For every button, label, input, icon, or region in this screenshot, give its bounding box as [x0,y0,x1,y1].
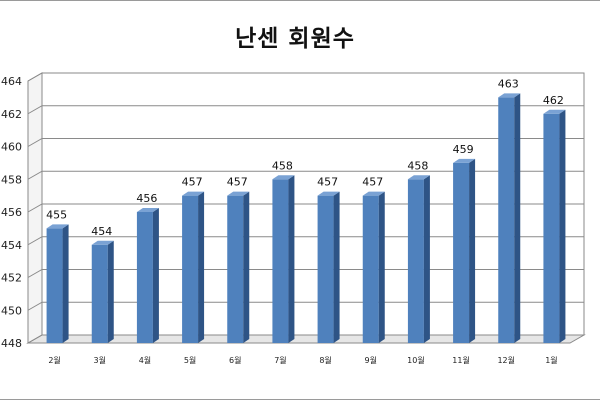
bar-side [333,191,340,343]
data-label: 463 [498,77,519,90]
y-tick-label: 456 [1,206,22,219]
y-tick-label: 464 [1,75,22,88]
y-tick-label: 454 [1,239,22,252]
x-tick-label: 8월 [319,355,331,365]
labels: 455 2월 454 3월 456 4월 457 5월 457 6월 458 7월 457 8월 457 9월… [46,77,564,365]
chart-title: 난센 회원수 [235,26,355,52]
bar-front [407,179,424,343]
bar-top [407,175,430,180]
bar-side [288,175,295,343]
x-tick-label: 3월 [94,355,106,365]
bar [407,175,430,343]
data-label: 457 [362,176,383,189]
bar-front [91,244,108,343]
bar-side [423,175,430,343]
bar-front [227,195,244,343]
x-tick-label: 5월 [184,355,196,365]
bar-front [453,162,470,343]
y-tick-label: 462 [1,108,22,121]
x-tick-label: 10월 [407,355,425,365]
bar [272,175,295,343]
bar-front [272,179,289,343]
gridline [27,203,584,213]
data-label: 457 [317,176,338,189]
x-tick-label: 6월 [229,355,241,365]
gridline [27,72,584,82]
data-label: 462 [543,94,564,107]
x-tick-label: 2월 [48,355,60,365]
x-tick-label: 4월 [139,355,151,365]
bar-side [243,191,250,343]
gridline [27,236,584,246]
bars [46,93,566,343]
bar-front [136,212,153,343]
bar-front [498,97,515,343]
bar-side [152,208,159,343]
data-label: 459 [453,143,474,156]
bar-top [543,109,566,114]
bar [543,109,566,343]
data-label: 456 [136,192,157,205]
axes: 448 450 452 454 456 458 460 462 464 [1,75,570,350]
bar-side [559,109,566,343]
gridline [27,170,584,180]
data-label: 457 [227,176,248,189]
bar-front [182,195,199,343]
bar-top [227,191,250,196]
bar [453,158,476,343]
bar-top [453,158,476,163]
bar-front [362,195,379,343]
bar-top [362,191,385,196]
bar-side [514,93,521,343]
data-label: 454 [91,225,112,238]
data-label: 458 [407,159,428,172]
gridline [27,334,584,344]
bar-top [136,208,159,212]
bar [227,191,250,343]
bar-side [62,224,69,343]
bar [498,93,521,343]
bar-side [469,158,476,343]
data-label: 457 [182,176,203,189]
gridlines [27,72,584,344]
bar [46,224,69,343]
bar [136,208,159,343]
gridline [27,269,584,278]
data-label: 455 [46,208,67,221]
bar-front [317,195,334,343]
bar-side [107,240,114,343]
bar-top [317,191,340,196]
data-label: 458 [272,159,293,172]
gridline [27,138,584,147]
gridline [27,301,584,311]
bar-top [498,93,521,98]
y-tick-label: 452 [1,272,22,285]
bar-top [182,191,205,196]
bar [91,240,114,343]
bar-top [272,175,295,180]
bar [317,191,340,343]
bar-front [46,228,63,343]
x-tick-label: 1월 [545,355,557,365]
x-tick-label: 12월 [497,355,515,365]
bar-front [543,113,560,343]
x-tick-label: 11월 [452,355,470,365]
bar [362,191,385,343]
bar-top [46,224,69,229]
bar-side [198,191,205,343]
y-tick-label: 448 [1,337,22,350]
bar-side [378,191,385,343]
y-tick-label: 450 [1,304,22,317]
bar [182,191,205,343]
y-tick-label: 458 [1,173,22,186]
x-tick-label: 7월 [274,355,286,365]
y-tick-label: 460 [1,141,22,154]
bar-top [91,240,114,245]
x-tick-label: 9월 [365,355,377,365]
gridline [27,105,584,115]
